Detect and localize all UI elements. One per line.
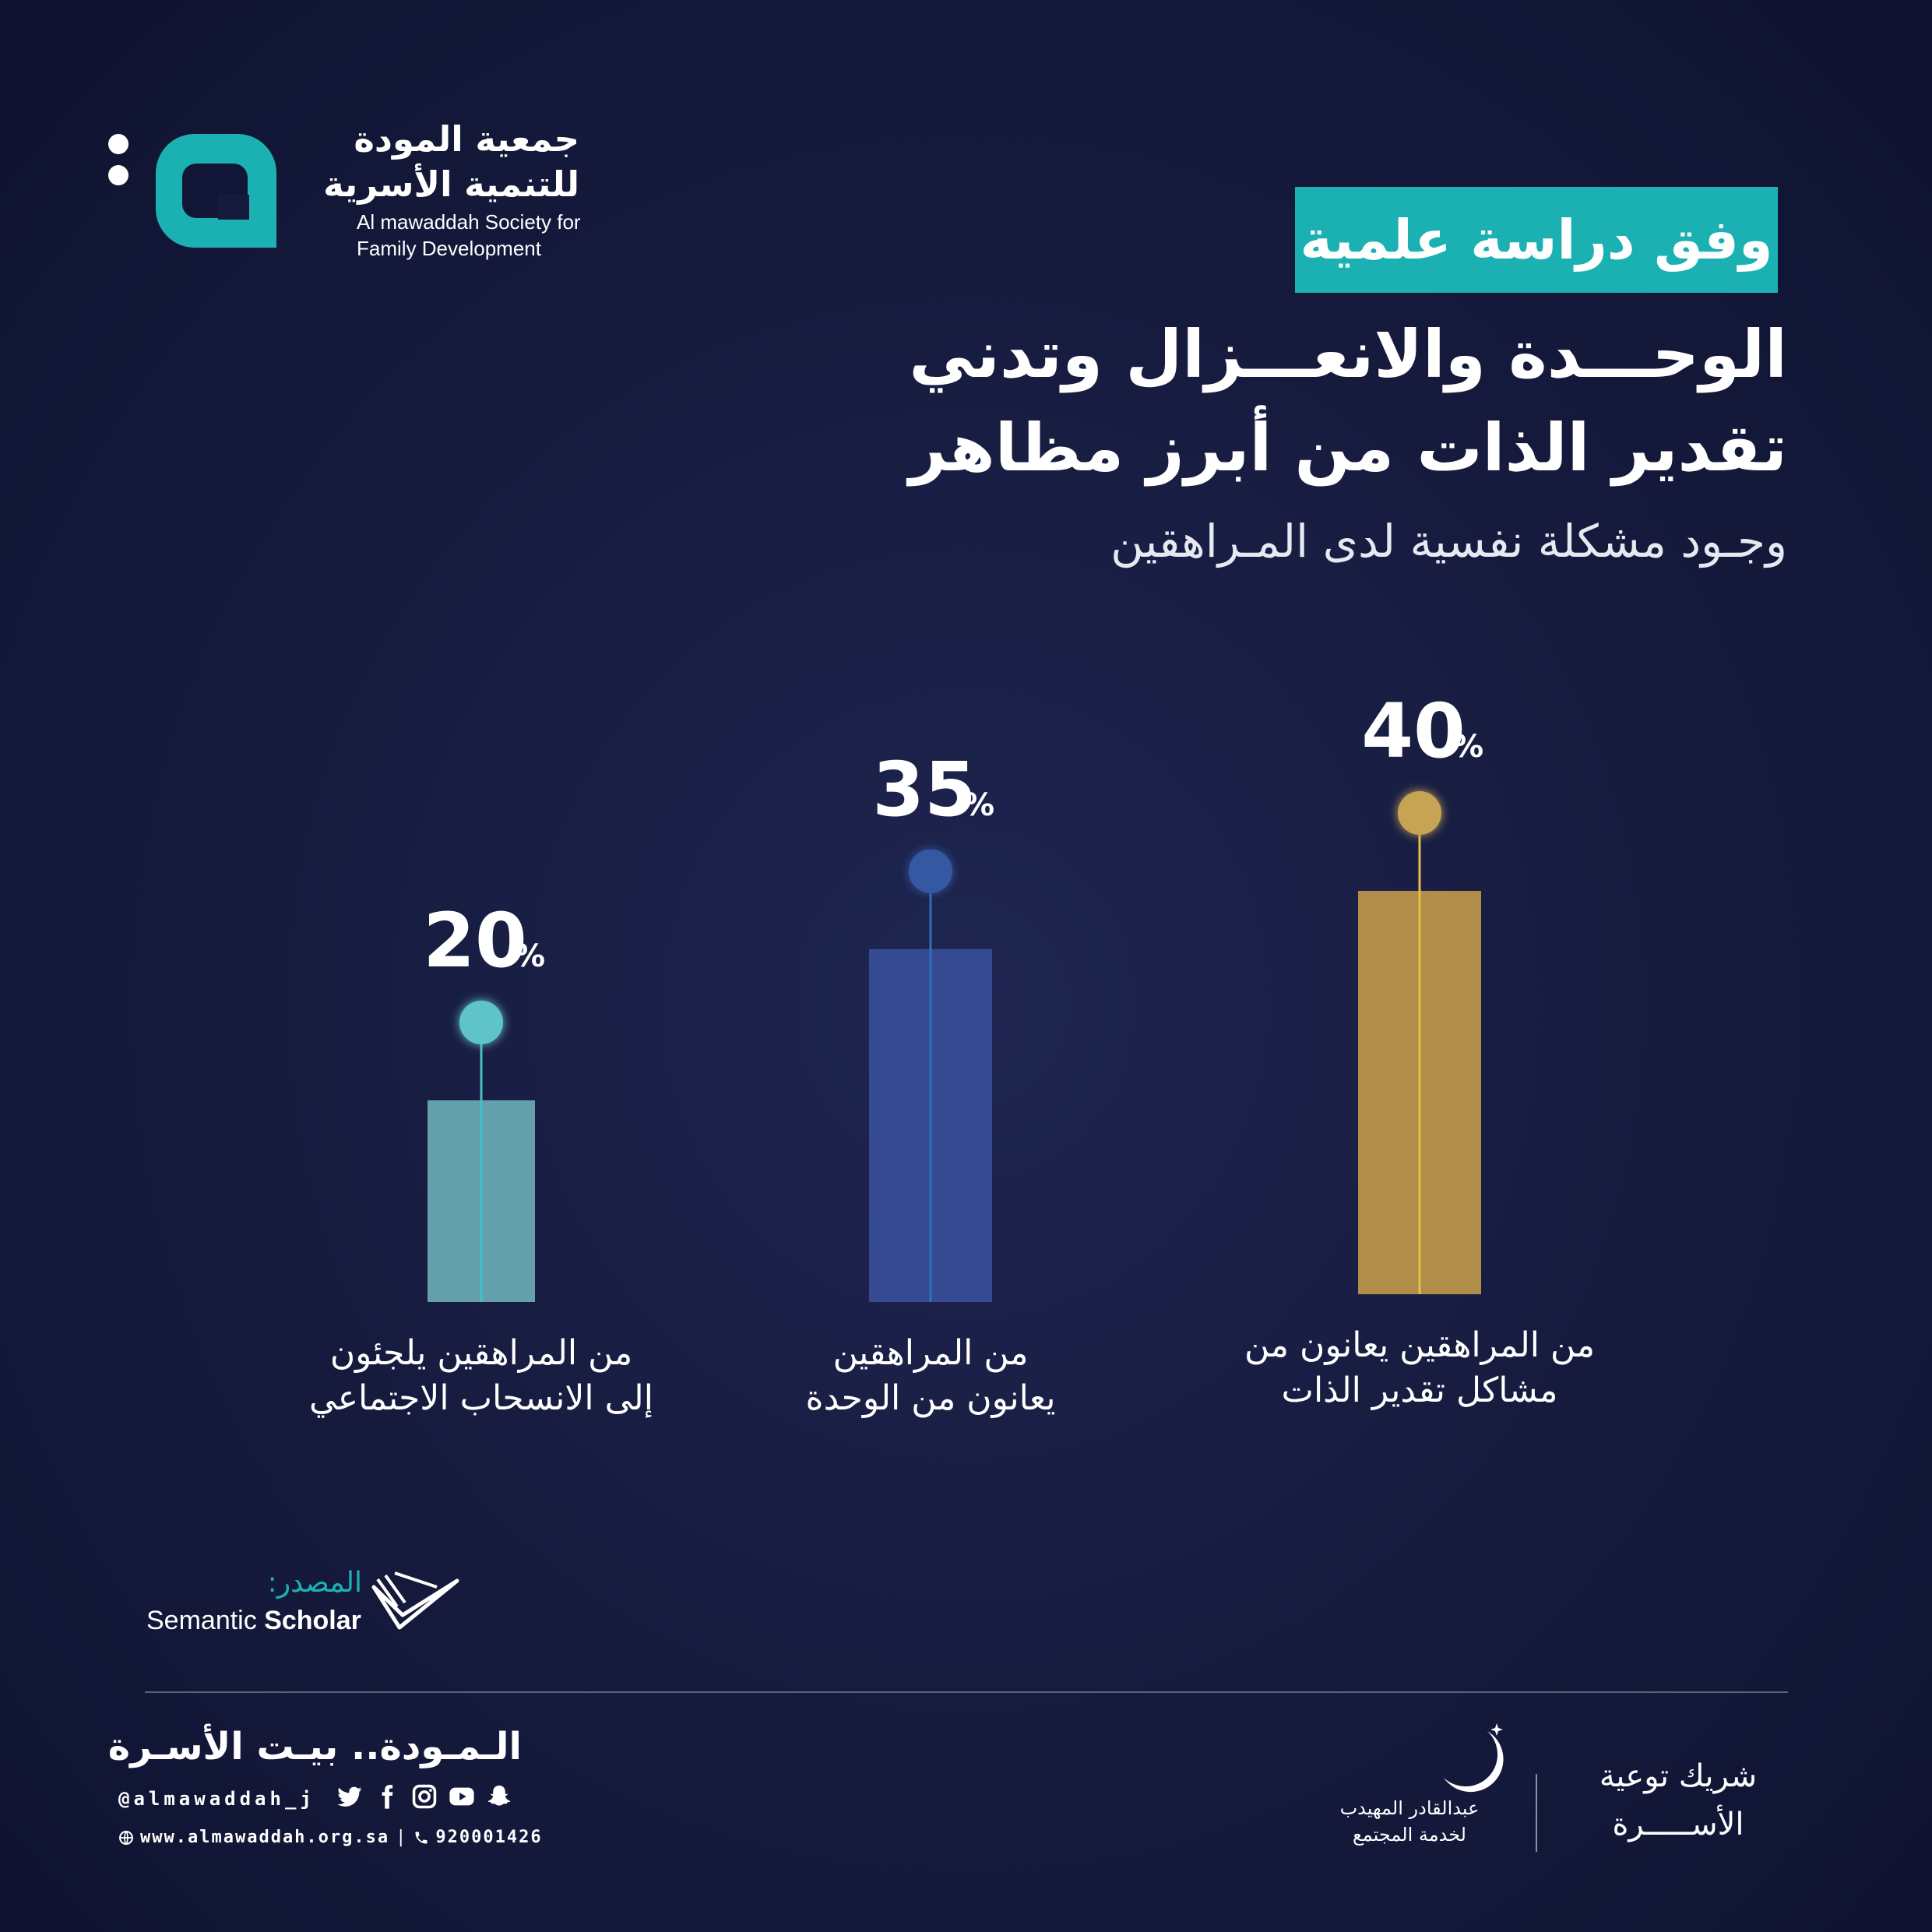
partner-label-line1: شريك توعية (1599, 1758, 1758, 1794)
category-label-2-line2: يعانون من الوحدة (806, 1378, 1056, 1418)
website-link[interactable]: www.almawaddah.org.sa (140, 1828, 390, 1847)
title-line2: تقدير الذات من أبرز مظاهر (909, 410, 1787, 486)
category-label-3-line2: مشاكل تقدير الذات (1282, 1371, 1558, 1410)
twitter-icon[interactable] (336, 1783, 363, 1810)
data-label-1: 20 (423, 897, 527, 984)
bar-dot-1 (459, 1001, 503, 1044)
category-label-1-line2: إلى الانسحاب الاجتماعي (309, 1378, 653, 1418)
source-label: المصدر: (267, 1567, 362, 1599)
globe-icon (119, 1830, 133, 1845)
study-badge: وفق دراسة علمية (1295, 187, 1778, 293)
partner-divider (1536, 1774, 1537, 1852)
facebook-icon[interactable] (374, 1783, 400, 1810)
snapchat-icon[interactable] (486, 1783, 512, 1810)
data-label-unit-1: % (514, 938, 545, 974)
data-label-unit-2: % (963, 787, 994, 823)
contact-row: www.almawaddah.org.sa | 920001426 (118, 1828, 543, 1847)
title-line1: الوحـــدة والانعـــزال وتدني (909, 316, 1787, 392)
org-name-ar-line1: جمعية المودة (354, 118, 579, 160)
mawaddah-logo (108, 134, 276, 248)
source-name-bold: Scholar (264, 1606, 361, 1635)
org-name-ar-line2: للتنمية الأسرية (323, 164, 579, 205)
footer-divider (145, 1691, 1788, 1693)
category-label-1-line1: من المراهقين يلجئون (330, 1333, 632, 1373)
social-icons (336, 1783, 512, 1810)
slogan: الـمـودة.. بيـت الأسـرة (107, 1725, 522, 1768)
social-handle[interactable]: @almawaddah_j (118, 1788, 315, 1810)
data-label-3: 40 (1361, 688, 1466, 775)
category-label-3-line1: من المراهقين يعانون من (1244, 1325, 1595, 1365)
semantic-scholar-icon (371, 1571, 459, 1630)
crescent-moon-icon (1444, 1723, 1504, 1793)
partner-label-line2: الأســـــرة (1612, 1807, 1744, 1842)
org-name-arabic: جمعية المودة للتنمية الأسرية (322, 117, 579, 207)
org-name-en-line2: Family Development (357, 237, 541, 260)
instagram-icon[interactable] (411, 1783, 438, 1810)
youtube-icon[interactable] (449, 1783, 475, 1810)
phone-number[interactable]: 920001426 (435, 1828, 543, 1847)
org-name-en-line1: Al mawaddah Society for (357, 210, 581, 234)
partner-label: شريك توعية الأســـــرة (1565, 1752, 1791, 1849)
source-name-light: Semantic (146, 1606, 265, 1635)
study-badge-text: وفق دراسة علمية (1300, 208, 1773, 272)
contact-separator: | (396, 1828, 408, 1847)
phone-icon (415, 1832, 428, 1843)
partner-name: عبدالقادر المهيدب لخدمة المجتمع (1324, 1795, 1495, 1848)
bar-dot-3 (1398, 791, 1441, 835)
page-subtitle: وجـود مشكلة نفسية لدى المـراهقين (1110, 515, 1787, 568)
category-label-2-line1: من المراهقين (833, 1333, 1029, 1373)
bar-chart: 20% من المراهقين يلجئون إلى الانسحاب الاجت… (309, 688, 1595, 1418)
org-name-english: Al mawaddah Society for Family Developme… (357, 209, 590, 262)
page-title: الوحـــدة والانعـــزال وتدني تقدير الذات… (775, 308, 1787, 494)
partner-name-line2: لخدمة المجتمع (1353, 1824, 1466, 1846)
data-label-unit-3: % (1452, 729, 1483, 765)
data-label-2: 35 (872, 746, 977, 833)
bar-dot-2 (909, 849, 952, 893)
partner-name-line1: عبدالقادر المهيدب (1339, 1797, 1480, 1819)
source-name: Semantic Scholar (146, 1606, 372, 1636)
